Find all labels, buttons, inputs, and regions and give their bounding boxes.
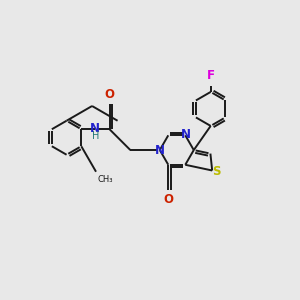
Text: O: O	[163, 193, 173, 206]
Text: O: O	[104, 88, 115, 101]
Text: N: N	[181, 128, 191, 141]
Text: F: F	[207, 69, 215, 82]
Text: S: S	[212, 165, 221, 178]
Text: CH₃: CH₃	[97, 175, 113, 184]
Text: N: N	[155, 144, 165, 157]
Text: H: H	[92, 131, 99, 141]
Text: N: N	[90, 122, 100, 135]
